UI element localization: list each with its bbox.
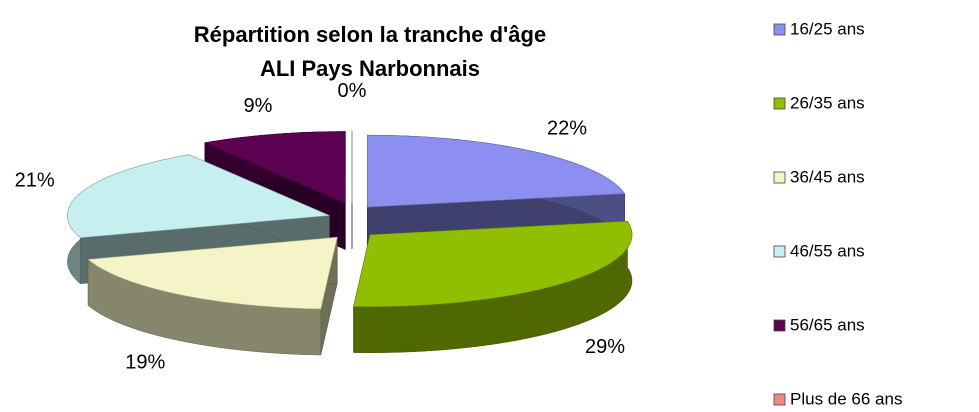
legend-swatch [773, 319, 786, 332]
data-label: 9% [243, 95, 272, 117]
legend-swatch [773, 245, 786, 258]
slice-top [366, 134, 626, 208]
legend-label: 46/55 ans [790, 241, 865, 260]
legend-label: Plus de 66 ans [790, 389, 902, 408]
slice [353, 220, 633, 353]
slice-top [67, 154, 330, 239]
legend-swatch [773, 393, 786, 406]
legend-label: 16/25 ans [790, 19, 865, 38]
slice-top [203, 131, 346, 205]
legend-swatch [773, 97, 786, 110]
data-label: 29% [585, 336, 625, 358]
data-label: 19% [125, 351, 165, 373]
slice [87, 236, 338, 356]
legend-label: 36/45 ans [790, 167, 865, 186]
slice-top [353, 220, 633, 307]
chart-title: ALI Pays Narbonnais [260, 56, 480, 81]
legend-swatch [773, 171, 786, 184]
legend-label: 56/65 ans [790, 315, 865, 334]
legend-label: 26/35 ans [790, 93, 865, 112]
slice-top [87, 236, 338, 310]
data-label: 0% [338, 80, 367, 102]
data-label: 21% [15, 170, 55, 192]
legend-swatch [773, 23, 786, 36]
chart-title: Répartition selon la tranche d'âge [194, 22, 546, 47]
data-label: 22% [547, 118, 587, 140]
